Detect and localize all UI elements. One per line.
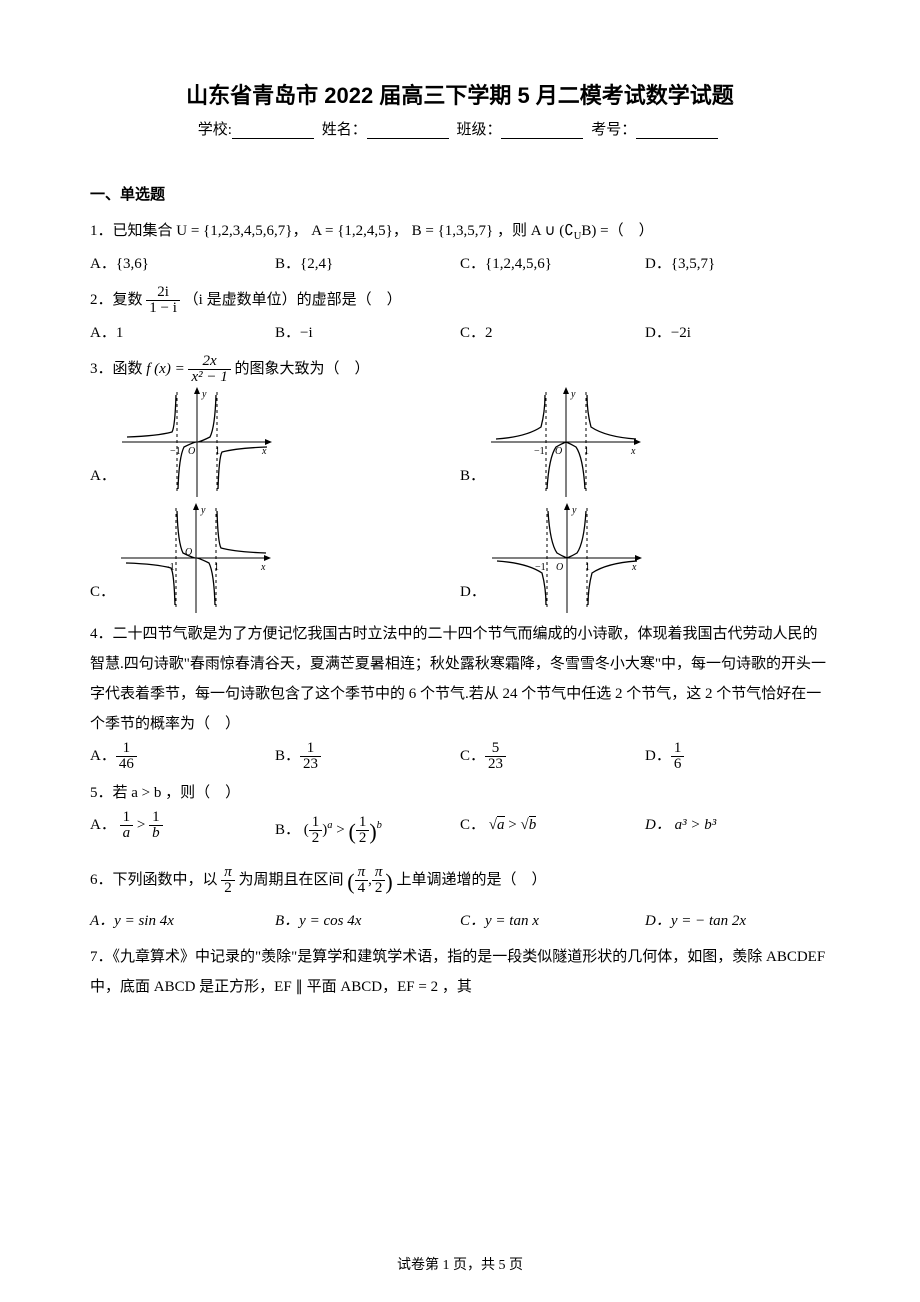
q3-fx: f (x) = — [146, 361, 184, 377]
q3-fraction: 2xx² − 1 — [188, 354, 230, 385]
q1-options: A．{3,6} B．{2,4} C．{1,2,4,5,6} D．{3,5,7} — [90, 249, 830, 279]
q1-pre: 1．已知集合 — [90, 223, 173, 239]
q6-options: A．y = sin 4x B．y = cos 4x C．y = tan x D．… — [90, 906, 830, 936]
question-3: 3．函数 f (x) = 2xx² − 1 的图象大致为（ ） A． −1 1 … — [90, 354, 830, 613]
id-blank — [636, 123, 718, 139]
svg-text:−1: −1 — [534, 446, 545, 457]
q4-options: A．146 B．123 C．523 D．16 — [90, 741, 830, 772]
q4-opt-B: B．123 — [275, 741, 460, 772]
name-blank — [367, 123, 449, 139]
question-4: 4．二十四节气歌是为了方便记忆我国古时立法中的二十四个节气而编成的小诗歌，体现着… — [90, 619, 830, 772]
q5-stem: 5．若 a > b ，则（ ） — [90, 778, 830, 808]
svg-text:1: 1 — [214, 562, 219, 573]
svg-text:y: y — [201, 389, 207, 400]
q2-post: （i 是虚数单位）的虚部是（ ） — [184, 292, 402, 308]
q5-options: A． 1a > 1b B． (12)a > (12)b C． √a > √b D… — [90, 810, 830, 854]
question-5: 5．若 a > b ，则（ ） A． 1a > 1b B． (12)a > (1… — [90, 778, 830, 854]
q3-post: 的图象大致为（ ） — [234, 361, 369, 377]
q6-period-frac: π2 — [221, 865, 235, 896]
q2-opt-C: C．2 — [460, 318, 645, 348]
q2-fraction: 2i1 − i — [146, 285, 180, 316]
q1-set-A: A = {1,2,4,5} — [311, 223, 393, 239]
svg-text:O: O — [188, 446, 195, 457]
name-label: 姓名： — [322, 122, 367, 138]
q1-stem: 1．已知集合 U = {1,2,3,4,5,6,7}， A = {1,2,4,5… — [90, 216, 830, 247]
svg-text:1: 1 — [584, 446, 589, 457]
q6-opt-B: B．y = cos 4x — [275, 906, 460, 936]
q6-mid: 为周期且在区间 — [239, 872, 344, 888]
question-1: 1．已知集合 U = {1,2,3,4,5,6,7}， A = {1,2,4,5… — [90, 216, 830, 279]
q4-opt-C: C．523 — [460, 741, 645, 772]
svg-text:y: y — [571, 505, 577, 516]
class-label: 班级： — [456, 122, 501, 138]
svg-text:1: 1 — [585, 562, 590, 573]
q2-opt-D: D．−2i — [645, 318, 830, 348]
q4-opt-D: D．16 — [645, 741, 830, 772]
q1-opt-D: D．{3,5,7} — [645, 249, 830, 279]
page-footer: 试卷第 1 页，共 5 页 — [0, 1254, 920, 1274]
q5-opt-D: D． a³ > b³ — [645, 810, 830, 854]
question-7: 7．《九章算术》中记录的"羡除"是算学和建筑学术语，指的是一段类似隧道形状的几何… — [90, 942, 830, 1002]
q1-post2: B) =（ ） — [581, 223, 653, 239]
q6-opt-A: A．y = sin 4x — [90, 906, 275, 936]
q6-opt-D: D．y = − tan 2x — [645, 906, 830, 936]
q3-graph-B-label: B． — [460, 461, 485, 491]
q3-graph-D-label: D． — [460, 577, 486, 607]
page-title: 山东省青岛市 2022 届高三下学期 5 月二模考试数学试题 — [90, 78, 830, 110]
q2-opt-A: A．1 — [90, 318, 275, 348]
q3-graph-B: −1 1 O x y — [491, 387, 641, 497]
q5-opt-A: A． 1a > 1b — [90, 810, 275, 854]
svg-text:1: 1 — [215, 446, 220, 457]
q3-pre: 3．函数 — [90, 361, 143, 377]
section-1-heading: 一、单选题 — [90, 183, 830, 204]
q1-opt-B: B．{2,4} — [275, 249, 460, 279]
svg-text:O: O — [556, 562, 563, 573]
q6-pre: 6．下列函数中，以 — [90, 872, 218, 888]
svg-text:x: x — [630, 446, 636, 457]
student-info-line: 学校: 姓名： 班级： 考号： — [90, 118, 830, 139]
q2-opt-B: B．−i — [275, 318, 460, 348]
q1-set-B: B = {1,3,5,7} — [412, 223, 494, 239]
q4-opt-A: A．146 — [90, 741, 275, 772]
q2-options: A．1 B．−i C．2 D．−2i — [90, 318, 830, 348]
id-label: 考号： — [591, 122, 636, 138]
q1-set-U: U = {1,2,3,4,5,6,7} — [176, 223, 292, 239]
question-2: 2．复数 2i1 − i （i 是虚数单位）的虚部是（ ） A．1 B．−i C… — [90, 285, 830, 348]
q6-opt-C: C．y = tan x — [460, 906, 645, 936]
q1-opt-C: C．{1,2,4,5,6} — [460, 249, 645, 279]
q1-opt-A: A．{3,6} — [90, 249, 275, 279]
q3-graph-C-label: C． — [90, 577, 115, 607]
q3-graph-A: −1 1 O x y — [122, 387, 272, 497]
q5-opt-B: B． (12)a > (12)b — [275, 810, 460, 854]
school-blank — [232, 123, 314, 139]
question-6: 6．下列函数中，以 π2 为周期且在区间 (π4,π2) 上单调递增的是（ ） … — [90, 860, 830, 936]
svg-text:x: x — [631, 562, 637, 573]
q1-post1: ，则 A ∪ (∁ — [497, 223, 574, 239]
q3-graph-C: −1 1 O x y — [121, 503, 271, 613]
q3-graph-A-label: A． — [90, 461, 116, 491]
school-label: 学校: — [198, 122, 232, 138]
svg-text:−1: −1 — [170, 446, 181, 457]
q7-stem: 7．《九章算术》中记录的"羡除"是算学和建筑学术语，指的是一段类似隧道形状的几何… — [90, 942, 830, 1002]
q5-opt-C: C． √a > √b — [460, 810, 645, 854]
svg-text:x: x — [260, 562, 266, 573]
q2-pre: 2．复数 — [90, 292, 143, 308]
class-blank — [501, 123, 583, 139]
q4-stem: 4．二十四节气歌是为了方便记忆我国古时立法中的二十四个节气而编成的小诗歌，体现着… — [90, 619, 830, 739]
q3-graph-D: −1 1 O x y — [492, 503, 642, 613]
q6-post: 上单调递增的是（ ） — [396, 872, 546, 888]
svg-text:y: y — [570, 389, 576, 400]
svg-text:y: y — [200, 505, 206, 516]
